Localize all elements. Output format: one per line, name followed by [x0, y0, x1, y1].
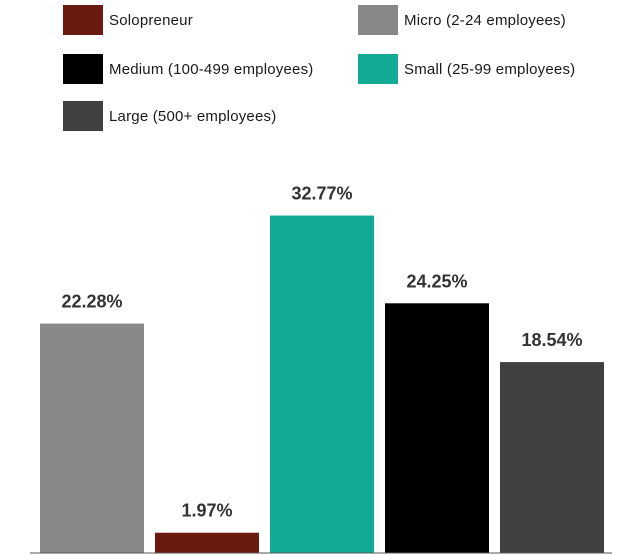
legend-label: Micro (2-24 employees) [404, 11, 566, 29]
legend-swatch [358, 5, 398, 35]
legend-swatch [63, 5, 103, 35]
legend-swatch [63, 101, 103, 131]
legend-item-large: Large (500+ employees) [63, 101, 276, 131]
bar-value-label: 22.28% [61, 292, 122, 312]
legend-label: Large (500+ employees) [109, 107, 277, 125]
bar-3 [385, 303, 489, 553]
legend-label: Medium (100-499 employees) [109, 60, 314, 78]
legend: Solopreneur Micro (2-24 employees) Mediu… [0, 0, 621, 140]
legend-item-micro: Micro (2-24 employees) [358, 5, 566, 35]
bar-value-label: 18.54% [521, 330, 582, 350]
legend-item-medium: Medium (100-499 employees) [63, 54, 313, 84]
legend-item-small: Small (25-99 employees) [358, 54, 575, 84]
legend-item-solopreneur: Solopreneur [63, 5, 193, 35]
bar-value-label: 24.25% [406, 271, 467, 291]
legend-label: Solopreneur [109, 11, 193, 29]
bar-0 [40, 323, 144, 553]
bar-4 [500, 362, 604, 553]
legend-swatch [63, 54, 103, 84]
bar-2 [270, 215, 374, 554]
bar-value-label: 32.77% [291, 184, 352, 204]
bar-value-label: 1.97% [181, 501, 232, 521]
legend-swatch [358, 54, 398, 84]
bar-1 [155, 532, 259, 553]
legend-label: Small (25-99 employees) [404, 60, 576, 78]
